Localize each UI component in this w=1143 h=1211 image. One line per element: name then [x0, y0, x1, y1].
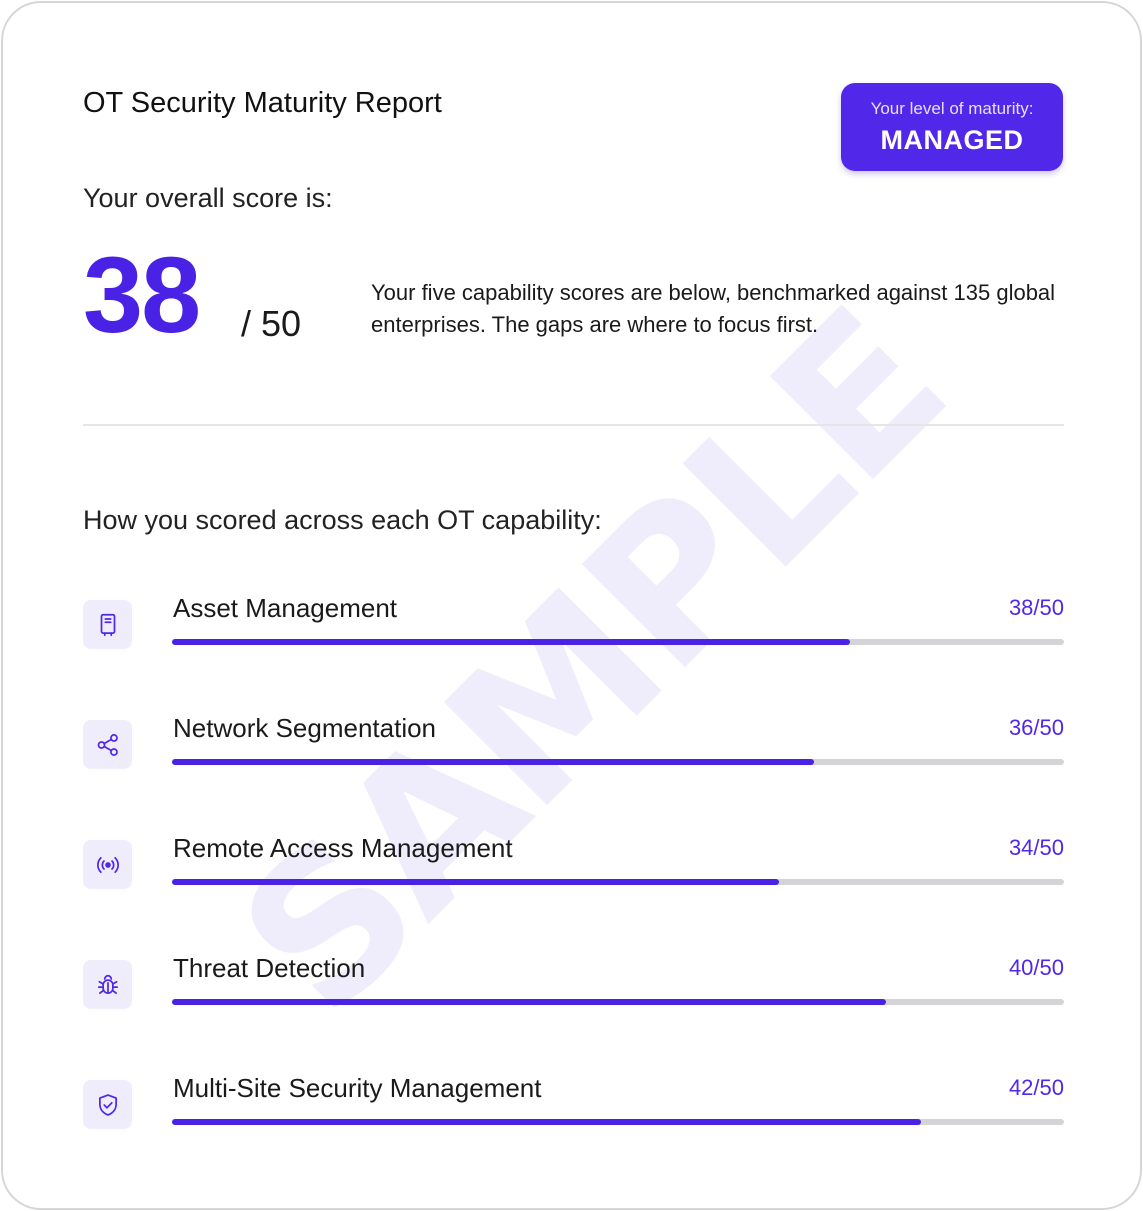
divider	[83, 424, 1064, 426]
capability-progress-track	[172, 759, 1064, 765]
overall-score-max: / 50	[241, 303, 302, 344]
capability-score: 34/50	[1008, 835, 1064, 860]
capability-progress-fill	[172, 999, 886, 1005]
capability-progress-track	[172, 999, 1064, 1005]
capability-score: 40/50	[1008, 955, 1064, 980]
shield-check-icon	[83, 1080, 132, 1129]
capability-score: 38/50	[1008, 595, 1064, 620]
capability-name: Threat Detection	[173, 953, 366, 983]
capability-row-multi-site-security-management: Multi-Site Security Management 42/50	[83, 1073, 1064, 1140]
overall-score: 38	[83, 234, 201, 355]
report-title: OT Security Maturity Report	[83, 87, 442, 119]
capability-score: 42/50	[1008, 1075, 1064, 1100]
capability-progress-fill	[172, 1119, 922, 1125]
capability-row-asset-management: Asset Management 38/50	[83, 593, 1064, 660]
capability-row-threat-detection: Threat Detection 40/50	[83, 953, 1064, 1020]
capability-progress-track	[172, 879, 1064, 885]
capability-progress-track	[172, 1119, 1064, 1125]
maturity-value: MANAGED	[880, 125, 1024, 155]
sample-watermark: SAMPLE	[197, 267, 988, 1058]
share-icon	[83, 720, 132, 769]
capability-progress-fill	[172, 759, 815, 765]
capability-row-network-segmentation: Network Segmentation 36/50	[83, 713, 1064, 780]
bug-icon	[83, 960, 132, 1009]
capability-progress-track	[172, 639, 1064, 645]
capability-score: 36/50	[1008, 715, 1064, 740]
capability-name: Multi-Site Security Management	[173, 1073, 542, 1103]
device-icon	[83, 600, 132, 649]
capability-name: Asset Management	[173, 593, 398, 623]
capability-progress-fill	[172, 879, 779, 885]
capabilities-heading: How you scored across each OT capability…	[83, 505, 602, 535]
capability-progress-fill	[172, 639, 850, 645]
broadcast-icon	[83, 840, 132, 889]
capability-name: Remote Access Management	[173, 833, 513, 863]
maturity-badge: Your level of maturity: MANAGED	[841, 83, 1063, 171]
capability-name: Network Segmentation	[173, 713, 437, 743]
overall-score-label: Your overall score is:	[83, 183, 333, 213]
maturity-label: Your level of maturity:	[870, 99, 1034, 118]
capability-row-remote-access-management: Remote Access Management 34/50	[83, 833, 1064, 900]
score-description: Your five capability scores are below, b…	[371, 280, 1056, 337]
